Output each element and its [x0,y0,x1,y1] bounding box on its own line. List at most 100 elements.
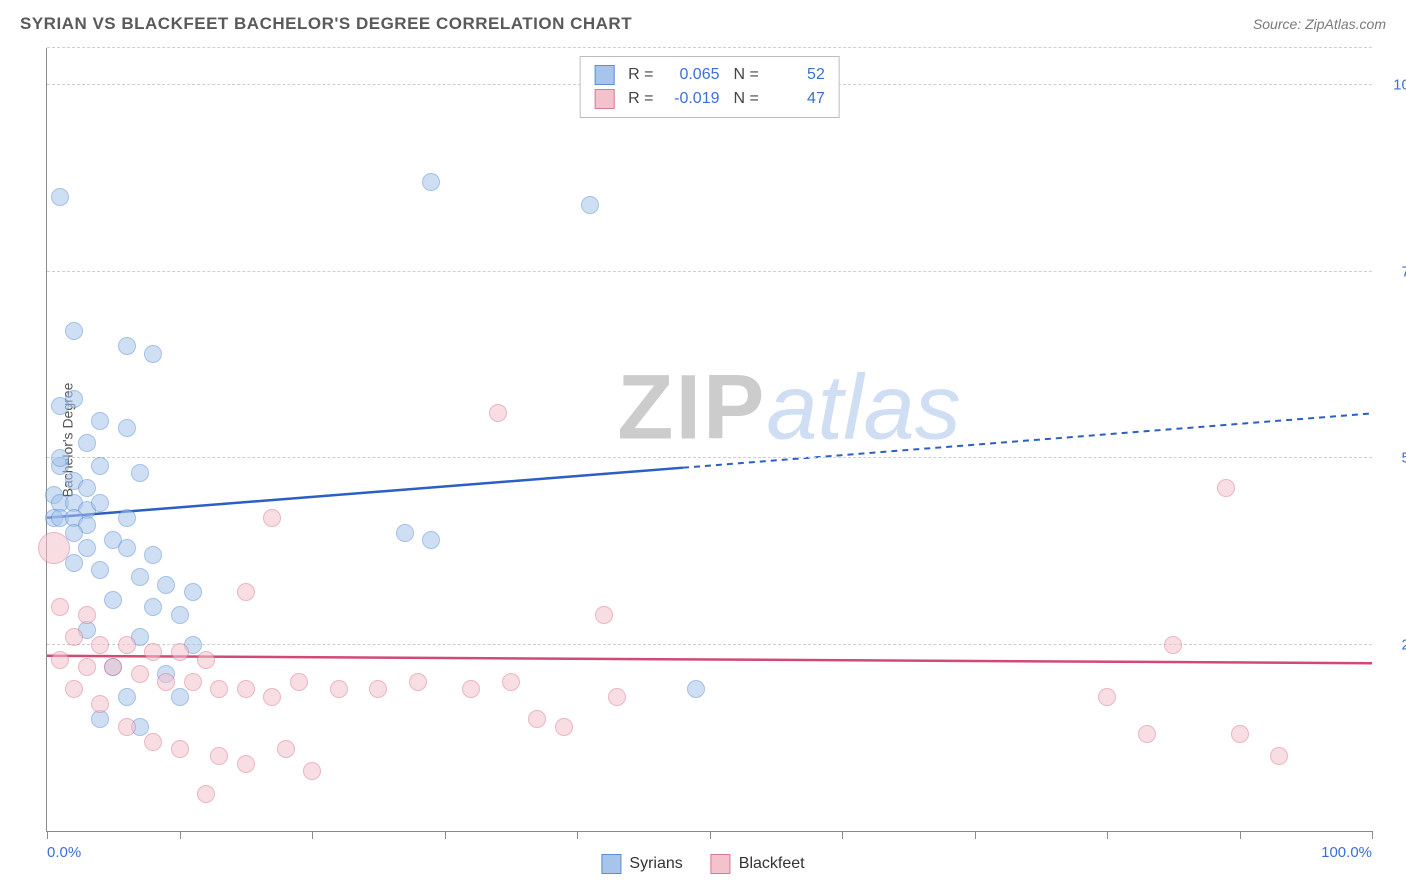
data-point [237,755,255,773]
data-point [91,561,109,579]
plot-area: Bachelor's Degree ZIPatlas R = 0.065 N =… [46,48,1372,832]
data-point [118,337,136,355]
data-point [171,606,189,624]
watermark: ZIPatlas [617,356,960,461]
data-point [277,740,295,758]
y-tick-label: 100.0% [1393,77,1406,94]
data-point [118,688,136,706]
data-point [369,680,387,698]
data-point [144,733,162,751]
data-point [78,606,96,624]
x-tick [842,831,843,839]
data-point [184,673,202,691]
r-value-blackfeet: -0.019 [664,90,720,108]
data-point [51,397,69,415]
data-point [555,718,573,736]
data-point [118,718,136,736]
data-point [330,680,348,698]
x-tick-label: 100.0% [1321,844,1372,861]
x-tick [577,831,578,839]
x-tick [312,831,313,839]
data-point [51,449,69,467]
data-point [104,591,122,609]
n-label: N = [734,66,759,84]
legend-label-blackfeet: Blackfeet [739,855,805,873]
data-point [51,598,69,616]
x-tick-label: 0.0% [47,844,81,861]
data-point [78,539,96,557]
data-point [38,532,70,564]
data-point [131,665,149,683]
data-point [502,673,520,691]
data-point [144,546,162,564]
swatch-blackfeet-icon [594,89,614,109]
data-point [528,710,546,728]
data-point [91,636,109,654]
data-point [687,680,705,698]
data-point [91,695,109,713]
swatch-blackfeet-icon [711,854,731,874]
data-point [131,464,149,482]
legend-bottom: Syrians Blackfeet [601,854,804,874]
data-point [157,576,175,594]
data-point [104,658,122,676]
data-point [118,419,136,437]
data-point [210,747,228,765]
data-point [1164,636,1182,654]
watermark-zip: ZIP [617,357,766,459]
chart-title: SYRIAN VS BLACKFEET BACHELOR'S DEGREE CO… [20,14,632,34]
x-tick [710,831,711,839]
legend-label-syrians: Syrians [629,855,682,873]
data-point [237,583,255,601]
data-point [608,688,626,706]
y-tick-label: 25.0% [1401,636,1406,653]
n-label: N = [734,90,759,108]
data-point [263,688,281,706]
data-point [210,680,228,698]
source-label: Source: ZipAtlas.com [1253,16,1386,32]
data-point [237,680,255,698]
data-point [65,628,83,646]
data-point [171,688,189,706]
data-point [91,412,109,430]
data-point [184,583,202,601]
data-point [1217,479,1235,497]
data-point [51,651,69,669]
legend-stats: R = 0.065 N = 52 R = -0.019 N = 47 [579,56,840,118]
n-value-syrians: 52 [769,66,825,84]
data-point [157,673,175,691]
swatch-syrians-icon [594,65,614,85]
data-point [144,345,162,363]
x-tick [1107,831,1108,839]
data-point [303,762,321,780]
data-point [118,509,136,527]
data-point [1231,725,1249,743]
data-point [422,173,440,191]
data-point [144,643,162,661]
r-value-syrians: 0.065 [664,66,720,84]
data-point [263,509,281,527]
data-point [78,479,96,497]
n-value-blackfeet: 47 [769,90,825,108]
data-point [290,673,308,691]
data-point [118,636,136,654]
data-point [409,673,427,691]
y-tick-label: 75.0% [1401,263,1406,280]
swatch-syrians-icon [601,854,621,874]
x-tick [1372,831,1373,839]
data-point [144,598,162,616]
data-point [78,434,96,452]
data-point [65,680,83,698]
r-label: R = [628,66,653,84]
data-point [197,785,215,803]
data-point [595,606,613,624]
x-tick [975,831,976,839]
plot-canvas: ZIPatlas R = 0.065 N = 52 R = -0.019 N =… [46,48,1372,832]
data-point [422,531,440,549]
data-point [171,740,189,758]
x-tick [180,831,181,839]
data-point [78,658,96,676]
x-tick [47,831,48,839]
data-point [462,680,480,698]
data-point [131,568,149,586]
